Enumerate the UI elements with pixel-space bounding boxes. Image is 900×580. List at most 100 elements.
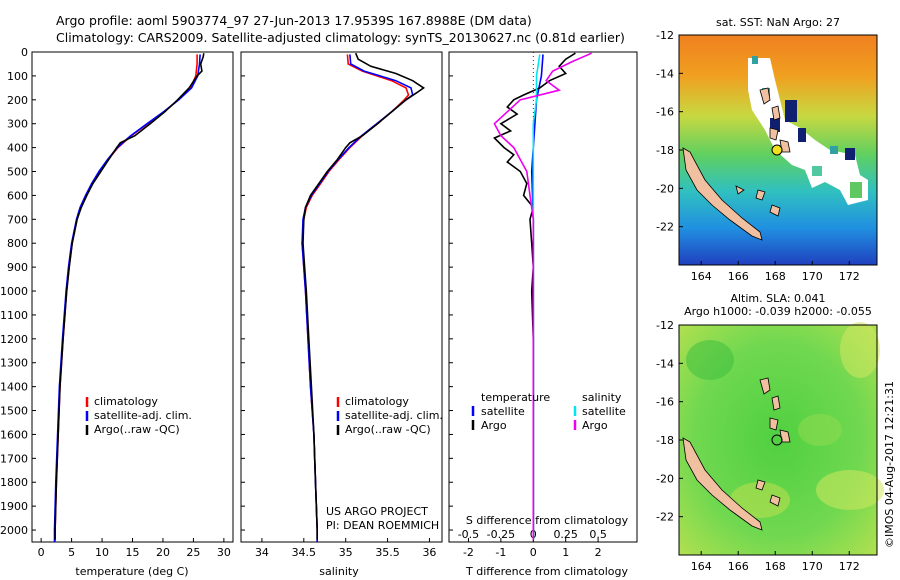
sst-map-ticks: 164 166 168 170 172 -12 -14 -16 -18 -20 -22: [656, 29, 860, 283]
depth-tick-label: 100: [7, 70, 28, 83]
lat-tick-label: -22: [656, 221, 674, 234]
series-line-argo: [54, 53, 205, 540]
depth-tick-label: 1400: [0, 381, 28, 394]
lon-tick-label: 166: [728, 270, 749, 283]
series-line-climatology: [301, 54, 410, 542]
lon-tick-label: 172: [839, 560, 860, 573]
legend-satellite-label: satellite-adj. clim.: [345, 409, 443, 422]
difference-top-label: S difference from climatology: [466, 514, 629, 527]
x-tick-label: 15: [126, 546, 140, 559]
lon-tick-label: 164: [691, 270, 712, 283]
sla-land: [682, 377, 791, 531]
lat-tick-label: -12: [656, 319, 674, 332]
depth-tick-label: 2000: [0, 524, 28, 537]
lat-tick-label: -20: [656, 472, 674, 485]
legend-satellite-label: satellite-adj. clim.: [94, 409, 192, 422]
temperature-series: [53, 53, 205, 542]
sla-map-subtitle: Argo h1000: -0.039 h2000: -0.055: [684, 305, 872, 318]
sst-map-title: sat. SST: NaN Argo: 27: [716, 16, 840, 29]
x-tick-label: 25: [186, 546, 200, 559]
legend-argo-label: Argo(..raw -QC): [345, 423, 431, 436]
depth-tick-label: 1500: [0, 405, 28, 418]
salinity-legend: climatology satellite-adj. clim. Argo(..…: [336, 395, 443, 436]
difference-plot-frame: [448, 51, 638, 543]
credit-project: US ARGO PROJECT: [326, 505, 428, 518]
depth-tick-label: 1800: [0, 476, 28, 489]
depth-tick-label: 700: [7, 213, 28, 226]
depth-tick-label: 1100: [0, 309, 28, 322]
depth-tick-label: 1300: [0, 357, 28, 370]
x-tick-label: 0: [38, 546, 45, 559]
salinity-x-label: salinity: [319, 565, 359, 578]
x-tick-label: 0: [530, 546, 537, 559]
depth-tick-label: 1200: [0, 333, 28, 346]
depth-axis: 0 100 200 300 400 500 600 700 800 900 1000 1100 1200…: [0, 46, 453, 537]
depth-tick-label: 0: [21, 46, 28, 59]
lat-tick-label: -22: [656, 511, 674, 524]
salinity-series: [301, 52, 426, 542]
legend-sal-argo-label: Argo: [582, 419, 608, 432]
series-line-salinity-argo: [493, 52, 592, 540]
depth-tick-label: 400: [7, 142, 28, 155]
x-tick-label: 35: [339, 546, 353, 559]
x-tick-label: 34.5: [292, 546, 317, 559]
sla-map-title: Altim. SLA: 0.041: [730, 292, 825, 305]
legend-temp-argo-label: Argo: [481, 419, 507, 432]
x-tick-label: 30: [217, 546, 231, 559]
x-tick-label: -1: [495, 546, 506, 559]
x-tick-label: 1: [562, 546, 569, 559]
temperature-x-label: temperature (deg C): [75, 565, 188, 578]
figure-title-line1: Argo profile: aoml 5903774_97 27-Jun-201…: [56, 13, 532, 28]
lat-tick-label: -20: [656, 182, 674, 195]
series-line-satellite-adj-clim-: [53, 54, 201, 542]
series-line-satellite-adj-clim-: [301, 54, 414, 542]
top-tick-label: -0.5: [458, 528, 479, 541]
legend-sal-satellite-label: satellite: [582, 405, 626, 418]
top-tick-label: -0.25: [487, 528, 515, 541]
legend-climatology-label: climatology: [94, 395, 158, 408]
lon-tick-label: 164: [691, 560, 712, 573]
sla-map: Altim. SLA: 0.041 Argo h1000: -0.039 h20…: [656, 292, 884, 573]
lat-tick-label: -12: [656, 29, 674, 42]
depth-tick-label: 1600: [0, 428, 28, 441]
x-tick-label: 10: [95, 546, 109, 559]
temperature-x-ticks: 0 5 10 15 20 25 30: [38, 538, 231, 559]
x-tick-label: 36: [422, 546, 436, 559]
lat-tick-label: -18: [656, 434, 674, 447]
depth-tick-label: 300: [7, 118, 28, 131]
sla-patches: [686, 322, 884, 518]
x-tick-label: 35.5: [375, 546, 400, 559]
argo-position-marker: [771, 434, 783, 446]
lat-tick-label: -16: [656, 396, 674, 409]
legend-temperature-header: temperature: [481, 391, 550, 404]
lon-tick-label: 172: [839, 270, 860, 283]
temperature-plot-frame: [31, 51, 234, 543]
salinity-panel: 34 34.5 35 35.5 36 climatology satellite-adj…: [240, 51, 443, 578]
lon-tick-label: 168: [765, 270, 786, 283]
sla-map-ticks: 164 166 168 170 172 -12 -14 -16 -18 -20 -22: [656, 319, 860, 573]
lat-tick-label: -14: [656, 67, 674, 80]
lat-tick-label: -18: [656, 144, 674, 157]
imos-stamp: ©IMOS 04-Aug-2017 12:21:31: [883, 381, 896, 548]
figure-title-line2: Climatology: CARS2009. Satellite-adjuste…: [56, 30, 625, 45]
legend-temp-satellite-label: satellite: [481, 405, 525, 418]
top-tick-label: 0.5: [589, 528, 607, 541]
legend-argo-label: Argo(..raw -QC): [94, 423, 180, 436]
x-tick-label: -2: [463, 546, 474, 559]
legend-climatology-label: climatology: [345, 395, 409, 408]
lon-tick-label: 168: [765, 560, 786, 573]
x-tick-label: 5: [68, 546, 75, 559]
top-tick-label: 0.25: [553, 528, 578, 541]
difference-legend: temperature salinity satellite Argo sate…: [471, 391, 626, 432]
lat-tick-label: -16: [656, 106, 674, 119]
difference-series: [493, 52, 592, 540]
temperature-panel: 0 5 10 15 20 25 30 climatology satellite-adj. …: [31, 51, 234, 578]
difference-x-label: T difference from climatology: [465, 565, 628, 578]
depth-tick-label: 1000: [0, 285, 28, 298]
credit-pi: PI: DEAN ROEMMICH: [326, 519, 439, 532]
series-line-argo: [302, 52, 426, 540]
temperature-legend: climatology satellite-adj. clim. Argo(..…: [85, 395, 192, 436]
depth-tick-label: 1700: [0, 452, 28, 465]
depth-tick-label: 800: [7, 237, 28, 250]
x-tick-label: 2: [595, 546, 602, 559]
